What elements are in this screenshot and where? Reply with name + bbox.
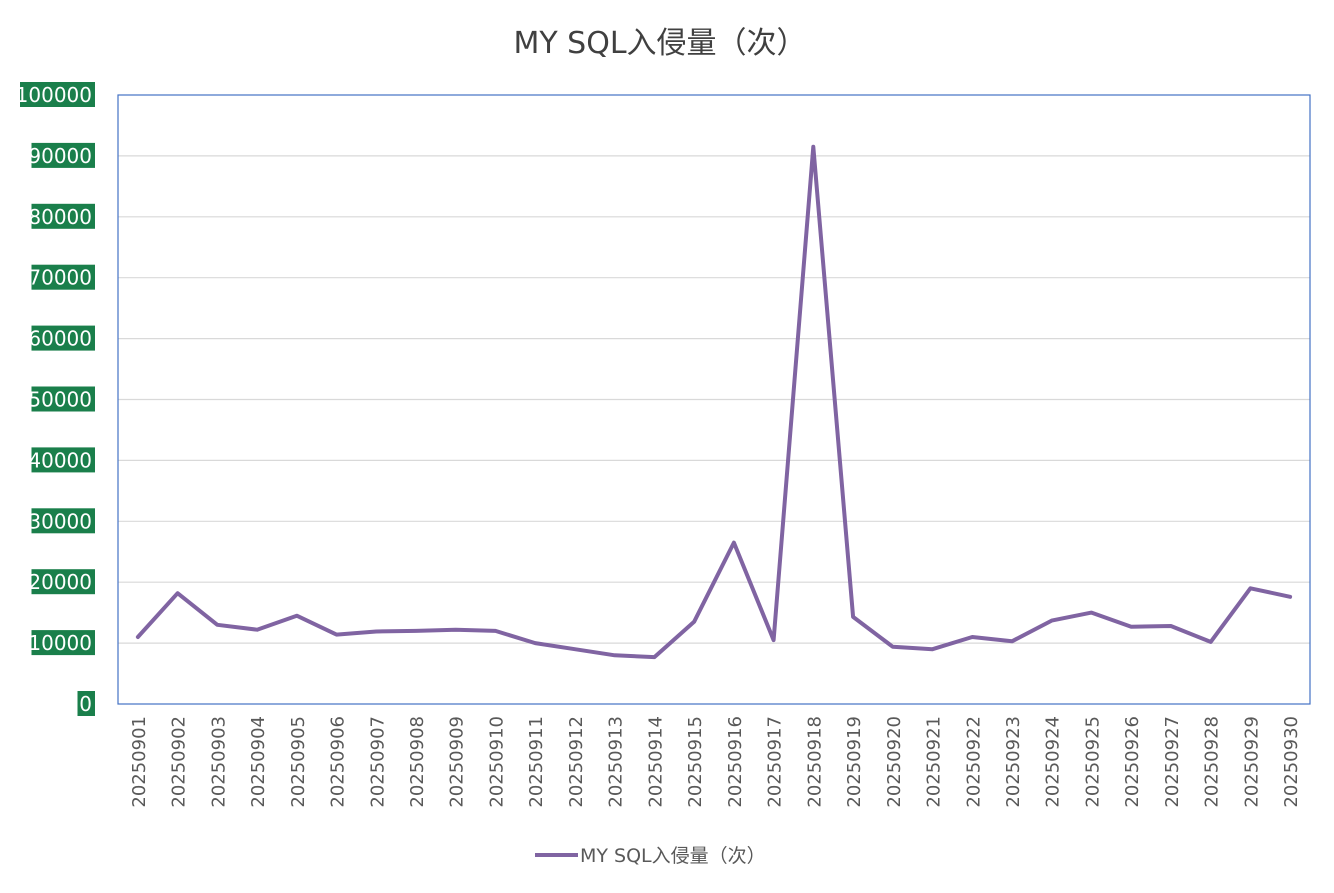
x-tick-label: 20250922 [963, 716, 984, 808]
y-tick-label: 90000 [28, 144, 92, 168]
x-tick-label: 20250904 [248, 716, 269, 808]
x-tick-label: 20250925 [1082, 716, 1103, 808]
series-line [138, 147, 1290, 657]
x-tick-label: 20250903 [208, 716, 229, 808]
x-tick-label: 20250918 [804, 716, 825, 808]
y-tick: 30000 [28, 508, 95, 533]
x-tick-label: 20250909 [447, 716, 468, 808]
x-tick-label: 20250915 [685, 716, 706, 808]
x-axis: 20250901 20250902 20250903 20250904 20250905… [129, 716, 1302, 808]
x-tick-label: 20250930 [1281, 716, 1302, 808]
y-tick-label: 50000 [28, 388, 92, 412]
x-tick-label: 20250921 [924, 716, 945, 808]
y-tick: 80000 [28, 204, 95, 229]
x-tick-label: 20250916 [725, 716, 746, 808]
x-tick-label: 20250908 [407, 716, 428, 808]
y-tick: 20000 [28, 569, 95, 594]
x-tick-label: 20250905 [288, 716, 309, 808]
x-tick-label: 20250911 [526, 716, 547, 808]
x-tick-label: 20250927 [1162, 716, 1183, 808]
y-tick-label: 20000 [28, 570, 92, 594]
x-tick-label: 20250901 [129, 716, 150, 808]
x-tick-label: 20250924 [1043, 716, 1064, 808]
y-tick: 90000 [28, 143, 95, 168]
legend-label: MY SQL入侵量（次） [580, 845, 766, 867]
y-tick: 100000 [16, 82, 95, 107]
x-tick-label: 20250910 [486, 716, 507, 808]
x-tick-label: 20250907 [367, 716, 388, 808]
x-tick-label: 20250917 [765, 716, 786, 808]
y-tick: 0 [78, 691, 96, 716]
y-tick-label: 60000 [28, 327, 92, 351]
y-tick: 50000 [28, 387, 95, 412]
y-tick: 40000 [28, 447, 95, 472]
x-tick-label: 20250926 [1122, 716, 1143, 808]
y-tick: 70000 [28, 265, 95, 290]
y-tick: 60000 [28, 326, 95, 351]
x-tick-label: 20250928 [1202, 716, 1223, 808]
legend: MY SQL入侵量（次） [535, 845, 766, 867]
x-tick-label: 20250929 [1241, 716, 1262, 808]
y-tick-label: 70000 [28, 266, 92, 290]
chart-title: MY SQL入侵量（次） [513, 26, 806, 61]
y-tick-label: 30000 [28, 509, 92, 533]
y-tick: 10000 [28, 630, 95, 655]
y-axis: 0 10000 20000 30000 40000 50000 60000 70000 8000… [16, 82, 95, 716]
x-tick-label: 20250920 [884, 716, 905, 808]
y-tick-label: 0 [79, 692, 92, 716]
x-tick-label: 20250913 [606, 716, 627, 808]
x-tick-label: 20250912 [566, 716, 587, 808]
y-tick-label: 80000 [28, 205, 92, 229]
x-tick-label: 20250919 [844, 716, 865, 808]
y-tick-label: 10000 [28, 631, 92, 655]
y-tick-label: 40000 [28, 448, 92, 472]
x-tick-label: 20250906 [328, 716, 349, 808]
x-tick-label: 20250923 [1003, 716, 1024, 808]
y-tick-label: 100000 [16, 83, 92, 107]
x-tick-label: 20250914 [645, 716, 666, 808]
grid-lines [118, 156, 1310, 643]
series-layer [138, 147, 1290, 658]
x-tick-label: 20250902 [169, 716, 190, 808]
